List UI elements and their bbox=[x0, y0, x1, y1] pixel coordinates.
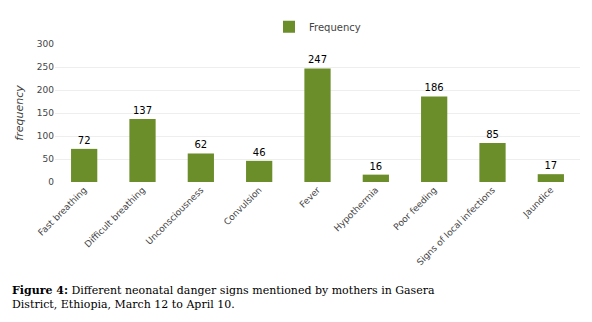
svg-text:0: 0 bbox=[48, 177, 54, 187]
svg-text:200: 200 bbox=[37, 85, 54, 95]
svg-text:50: 50 bbox=[43, 154, 55, 164]
svg-text:Unconsciousness: Unconsciousness bbox=[144, 185, 206, 247]
svg-text:17: 17 bbox=[544, 160, 557, 171]
svg-text:137: 137 bbox=[133, 105, 152, 116]
svg-text:186: 186 bbox=[425, 82, 444, 93]
svg-text:247: 247 bbox=[308, 54, 327, 65]
svg-text:Poor feeding: Poor feeding bbox=[392, 185, 439, 232]
svg-text:Hypothermia: Hypothermia bbox=[332, 185, 380, 233]
svg-text:frequency: frequency bbox=[13, 85, 26, 141]
svg-text:Frequency: Frequency bbox=[309, 22, 361, 33]
svg-text:Jaundice: Jaundice bbox=[521, 185, 556, 220]
svg-text:Difficult breathing: Difficult breathing bbox=[83, 185, 147, 249]
svg-text:100: 100 bbox=[37, 131, 54, 141]
svg-text:85: 85 bbox=[486, 129, 499, 140]
svg-text:Convulsion: Convulsion bbox=[222, 185, 264, 227]
svg-text:Fast breathing: Fast breathing bbox=[36, 185, 89, 238]
svg-text:150: 150 bbox=[37, 108, 54, 118]
svg-text:72: 72 bbox=[78, 135, 91, 146]
svg-text:250: 250 bbox=[37, 62, 54, 72]
svg-text:46: 46 bbox=[253, 147, 266, 158]
svg-text:16: 16 bbox=[369, 161, 382, 172]
svg-text:300: 300 bbox=[37, 39, 54, 49]
svg-text:Fever: Fever bbox=[297, 185, 322, 210]
svg-text:Figure 4: Different neonatal d: Figure 4: Different neonatal danger sign… bbox=[12, 284, 435, 311]
svg-text:Signs of local infections: Signs of local infections bbox=[415, 185, 497, 267]
svg-text:62: 62 bbox=[194, 139, 207, 150]
